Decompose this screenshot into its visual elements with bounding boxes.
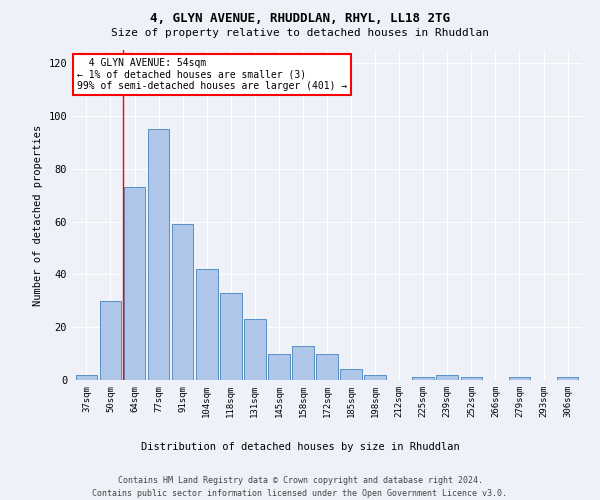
Bar: [509, 378, 530, 380]
Text: Distribution of detached houses by size in Rhuddlan: Distribution of detached houses by size …: [140, 442, 460, 452]
Bar: [412, 378, 434, 380]
Text: Contains public sector information licensed under the Open Government Licence v3: Contains public sector information licen…: [92, 489, 508, 498]
Y-axis label: Number of detached properties: Number of detached properties: [33, 124, 43, 306]
Bar: [220, 293, 242, 380]
Text: 4, GLYN AVENUE, RHUDDLAN, RHYL, LL18 2TG: 4, GLYN AVENUE, RHUDDLAN, RHYL, LL18 2TG: [150, 12, 450, 26]
Bar: [124, 188, 145, 380]
Text: Contains HM Land Registry data © Crown copyright and database right 2024.: Contains HM Land Registry data © Crown c…: [118, 476, 482, 485]
Bar: [268, 354, 290, 380]
Bar: [100, 301, 121, 380]
Bar: [316, 354, 338, 380]
Text: Size of property relative to detached houses in Rhuddlan: Size of property relative to detached ho…: [111, 28, 489, 38]
Bar: [76, 374, 97, 380]
Bar: [172, 224, 193, 380]
Bar: [461, 378, 482, 380]
Bar: [557, 378, 578, 380]
Bar: [340, 370, 362, 380]
Bar: [244, 320, 266, 380]
Bar: [148, 129, 169, 380]
Bar: [196, 269, 218, 380]
Bar: [436, 374, 458, 380]
Bar: [292, 346, 314, 380]
Text: 4 GLYN AVENUE: 54sqm
← 1% of detached houses are smaller (3)
99% of semi-detache: 4 GLYN AVENUE: 54sqm ← 1% of detached ho…: [77, 58, 347, 91]
Bar: [364, 374, 386, 380]
